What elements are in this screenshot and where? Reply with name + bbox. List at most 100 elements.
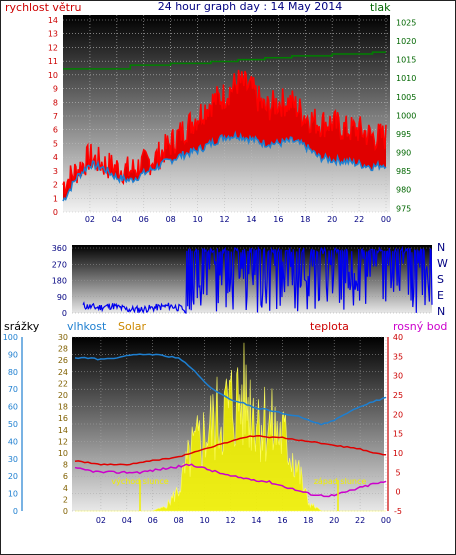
x-tick-label: 14 [251, 516, 261, 525]
rain-tick-label: 20 [8, 472, 18, 481]
compass-label: S [437, 273, 444, 286]
solar-label: Solar [118, 320, 147, 333]
wind-speed-tick-label: 0 [53, 208, 58, 217]
solar-tick-label: 2 [63, 495, 68, 504]
sunrise-label: východ slunce [111, 477, 168, 486]
x-tick-label: 08 [166, 215, 176, 224]
x-tick-label: 10 [192, 215, 202, 224]
pressure-tick-label: 1010 [396, 74, 416, 83]
rain-tick-label: 70 [8, 385, 18, 394]
direction-tick-label: 90 [57, 293, 67, 302]
wind-speed-tick-label: 13 [48, 30, 58, 39]
rain-tick-label: 0 [13, 507, 18, 516]
solar-tick-label: 26 [58, 356, 68, 365]
wind-speed-tick-label: 8 [53, 98, 58, 107]
x-tick-label: 22 [354, 215, 364, 224]
x-tick-label: 16 [273, 215, 283, 224]
dew-point-label: rosný bod [393, 320, 447, 333]
solar-tick-label: 20 [58, 391, 68, 400]
wind-speed-tick-label: 7 [53, 112, 58, 121]
pressure-tick-label: 975 [396, 204, 411, 213]
x-tick-label: 02 [85, 215, 95, 224]
solar-tick-label: 28 [58, 345, 68, 354]
rain-tick-label: 100 [3, 333, 18, 342]
wind-speed-tick-label: 12 [48, 43, 58, 52]
pressure-tick-label: 990 [396, 149, 411, 158]
wind-speed-tick-label: 1 [53, 194, 58, 203]
rain-tick-label: 60 [8, 403, 18, 412]
wind-speed-tick-label: 11 [48, 57, 58, 66]
temp-chart-x-ticks: 02 04 06 08 10 12 14 16 18 20 22 00 [96, 516, 391, 525]
temperature-tick-label: 25 [393, 391, 403, 400]
temperature-tick-label: 30 [393, 372, 403, 381]
x-tick-label: 10 [199, 516, 209, 525]
temperature-tick-label: 10 [393, 449, 403, 458]
solar-tick-label: 22 [58, 379, 68, 388]
compass-label: E [437, 289, 444, 302]
temperature-tick-label: -5 [394, 507, 402, 516]
solar-tick-label: 18 [58, 403, 68, 412]
x-tick-label: 06 [139, 215, 149, 224]
solar-tick-label: 8 [63, 461, 68, 470]
temperature-tick-label: 20 [393, 410, 403, 419]
wind-speed-tick-label: 5 [53, 139, 58, 148]
solar-tick-label: 10 [58, 449, 68, 458]
rain-tick-label: 50 [8, 420, 18, 429]
rain-tick-label: 30 [8, 455, 18, 464]
wind-speed-tick-label: 2 [53, 181, 58, 190]
solar-tick-label: 14 [58, 426, 68, 435]
wind-speed-tick-label: 3 [53, 167, 58, 176]
pressure-tick-label: 980 [396, 186, 411, 195]
rain-tick-label: 90 [8, 350, 18, 359]
x-tick-label: 12 [219, 215, 229, 224]
direction-tick-label: 270 [52, 260, 67, 269]
x-tick-label: 04 [112, 215, 122, 224]
pressure-tick-label: 995 [396, 130, 411, 139]
x-tick-label: 06 [148, 516, 158, 525]
pressure-axis-label: tlak [370, 1, 391, 14]
solar-tick-label: 30 [58, 333, 68, 342]
pressure-tick-label: 1000 [396, 111, 416, 120]
direction-tick-label: 0 [62, 309, 67, 318]
sunset-label: západ slunce [314, 477, 367, 486]
wind-chart-x-ticks: 02 04 06 08 10 12 14 16 18 20 22 00 [85, 215, 391, 224]
pressure-tick-label: 1025 [396, 18, 416, 27]
compass-label: W [437, 257, 448, 270]
x-tick-label: 00 [381, 516, 391, 525]
x-tick-label: 00 [381, 215, 391, 224]
x-tick-label: 02 [96, 516, 106, 525]
wind-speed-tick-label: 14 [48, 16, 58, 25]
wind-speed-tick-label: 10 [48, 71, 58, 80]
temperature-tick-label: 0 [395, 488, 400, 497]
wind-speed-tick-label: 6 [53, 126, 58, 135]
pressure-tick-label: 1005 [396, 93, 416, 102]
temperature-tick-label: 35 [393, 352, 403, 361]
direction-axis-ticks: 0 90 180 270 360 [52, 244, 67, 318]
temperature-label: teplota [310, 320, 349, 333]
x-tick-label: 14 [246, 215, 256, 224]
temperature-tick-label: 15 [393, 430, 403, 439]
solar-tick-label: 6 [63, 472, 68, 481]
x-tick-label: 20 [327, 215, 337, 224]
pressure-tick-label: 1015 [396, 56, 416, 65]
rain-tick-label: 40 [8, 437, 18, 446]
solar-tick-label: 12 [58, 437, 68, 446]
temperature-axis-ticks: -5 0 5 10 15 20 25 30 35 40 [393, 333, 403, 516]
rain-axis-ticks: 0102030405060708090100 [3, 333, 18, 516]
rain-axis-label: srážky [4, 320, 40, 333]
pressure-tick-label: 985 [396, 167, 411, 176]
solar-tick-label: 24 [58, 368, 68, 377]
wind-speed-axis-label: rychlost větru [5, 1, 81, 14]
compass-label: N [437, 241, 445, 254]
compass-label: N [437, 305, 445, 318]
wind-speed-tick-label: 9 [53, 85, 58, 94]
chart-title: 24 hour graph day : 14 May 2014 [158, 0, 343, 13]
pressure-tick-label: 1020 [396, 37, 416, 46]
direction-tick-label: 360 [52, 244, 67, 253]
x-tick-label: 22 [355, 516, 365, 525]
solar-tick-label: 4 [63, 484, 68, 493]
